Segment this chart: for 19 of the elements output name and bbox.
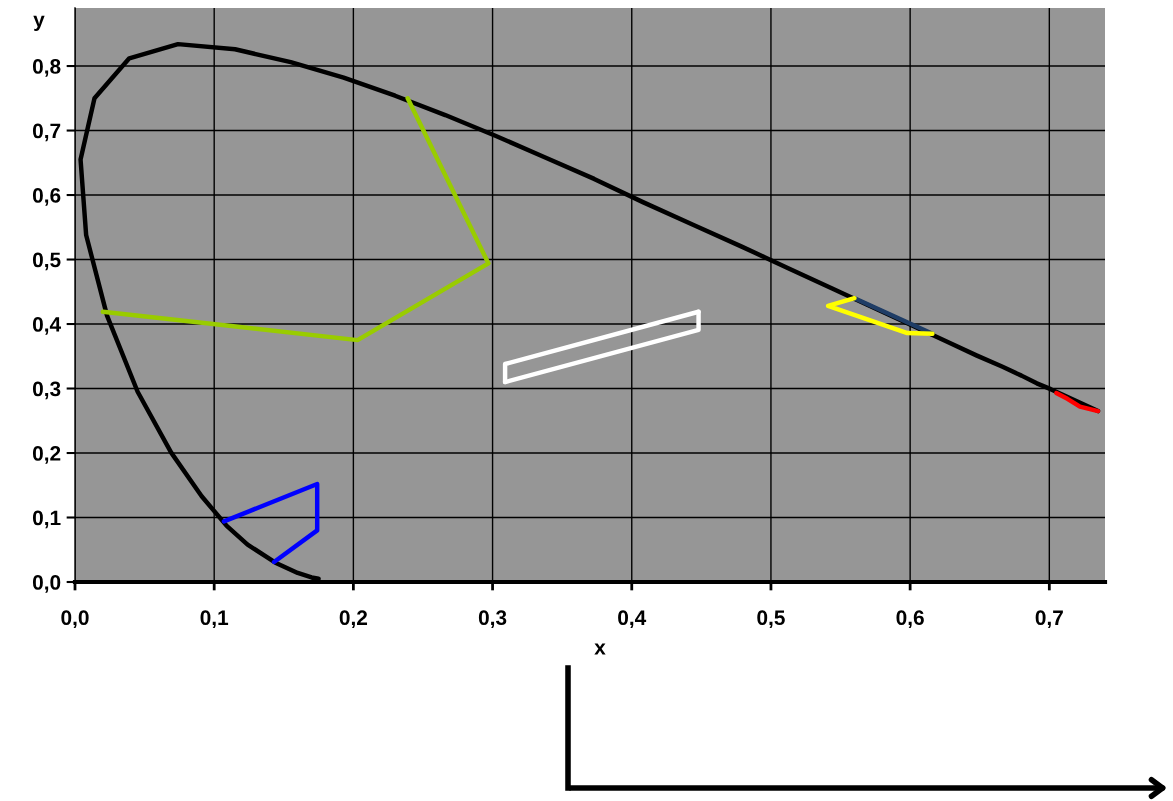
x-tick-label: 0,7 xyxy=(1035,610,1063,629)
y-axis-title: y xyxy=(33,15,45,31)
y-tick-label: 0,5 xyxy=(32,252,61,271)
y-tick-label: 0,0 xyxy=(32,575,61,593)
y-tick-label: 0,8 xyxy=(32,59,61,77)
y-tick-label: 0,7 xyxy=(32,123,61,142)
x-tick-label: 0,1 xyxy=(200,610,229,629)
x-tick-label: 0,5 xyxy=(757,610,785,629)
y-tick-label: 0,6 xyxy=(32,188,61,206)
x-tick-label: 0,6 xyxy=(896,610,924,629)
y-tick-label: 0,1 xyxy=(32,510,61,529)
y-tick-label: 0,3 xyxy=(32,381,61,400)
x-tick-label: 0,3 xyxy=(478,610,507,629)
y-tick-label: 0,2 xyxy=(32,446,61,464)
x-axis-title: x xyxy=(594,643,606,655)
y-tick-label: 0,4 xyxy=(32,317,61,335)
x-tick-label: 0,4 xyxy=(618,610,647,629)
x-tick-label: 0,2 xyxy=(339,610,368,629)
x-tick-label: 0,0 xyxy=(61,610,89,629)
